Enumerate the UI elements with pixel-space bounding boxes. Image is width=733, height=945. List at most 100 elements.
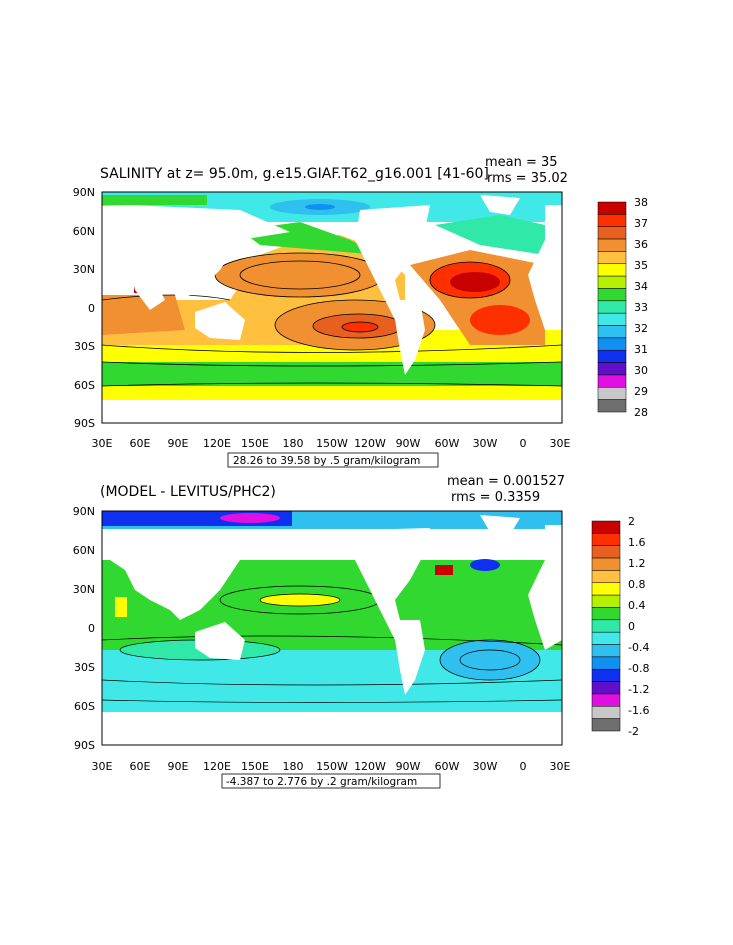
svg-text:150W: 150W — [316, 760, 348, 773]
svg-text:0: 0 — [88, 622, 95, 635]
svg-text:60S: 60S — [74, 379, 95, 392]
x-axis-labels-1: 30E 60E 90E 120E 150E 180 150W 120W 90W … — [92, 437, 571, 450]
svg-text:90N: 90N — [73, 186, 95, 199]
colorbar-label: 1.2 — [628, 557, 646, 570]
mean-text-2: mean = 0.001527 — [447, 474, 565, 489]
svg-text:90W: 90W — [396, 760, 421, 773]
colorbar-swatch — [597, 362, 627, 376]
difference-panel: (MODEL - LEVITUS/PHC2) mean = 0.001527 r… — [73, 474, 649, 789]
colorbar-swatch — [591, 520, 621, 534]
colorbar-swatch — [591, 545, 621, 559]
colorbar-label: 1.6 — [628, 536, 646, 549]
colorbar-swatch — [591, 619, 621, 633]
svg-text:30E: 30E — [92, 760, 113, 773]
rms-text-2: rms = 0.3359 — [451, 490, 540, 505]
salinity-map — [102, 192, 562, 423]
svg-text:150E: 150E — [241, 760, 269, 773]
colorbar-swatch — [597, 238, 627, 252]
svg-text:0: 0 — [88, 302, 95, 315]
colorbar-label: 34 — [634, 280, 648, 293]
colorbar-label: 35 — [634, 259, 648, 272]
colorbar-swatch — [597, 387, 627, 400]
svg-text:90N: 90N — [73, 505, 95, 518]
colorbar-swatch — [591, 582, 621, 596]
colorbar-label: -0.4 — [628, 641, 649, 654]
colorbar-label: -0.8 — [628, 662, 649, 675]
colorbar-swatch — [591, 718, 621, 732]
colorbar-label: -1.6 — [628, 704, 649, 717]
colorbar-label: 33 — [634, 301, 648, 314]
svg-text:120E: 120E — [203, 760, 231, 773]
svg-text:30E: 30E — [550, 760, 571, 773]
rms-text: rms = 35.02 — [487, 171, 568, 186]
svg-text:30W: 30W — [473, 437, 498, 450]
indian-ocean — [102, 295, 185, 335]
svg-text:30N: 30N — [73, 263, 95, 276]
contour-lines-2 — [102, 585, 562, 703]
colorbar-swatch — [597, 399, 627, 413]
difference-map — [102, 511, 562, 745]
svg-text:60W: 60W — [435, 760, 460, 773]
svg-text:90S: 90S — [74, 739, 95, 752]
colorbar-swatch — [591, 706, 621, 719]
svg-text:120W: 120W — [354, 760, 386, 773]
colorbar-swatch — [591, 693, 621, 707]
svg-text:60E: 60E — [130, 760, 151, 773]
colorbar-swatch — [591, 594, 621, 608]
colorbar-swatch — [597, 263, 627, 277]
colorbar-swatch — [591, 607, 621, 621]
svg-text:30E: 30E — [550, 437, 571, 450]
svg-text:30S: 30S — [74, 340, 95, 353]
australia — [195, 302, 245, 340]
africa-europe — [528, 205, 562, 330]
svg-text:180: 180 — [283, 437, 304, 450]
colorbar-label: 28 — [634, 406, 648, 419]
antarctica — [102, 400, 562, 423]
colorbar-label: 0.4 — [628, 599, 646, 612]
colorbar-swatch — [591, 631, 621, 645]
svg-text:90S: 90S — [74, 417, 95, 430]
colorbar-swatch — [597, 374, 627, 388]
colorbar-swatch — [597, 349, 627, 363]
colorbar-swatch — [591, 656, 621, 670]
svg-text:120E: 120E — [203, 437, 231, 450]
x-axis-labels-2: 30E 60E 90E 120E 150E 180 150W 120W 90W … — [92, 760, 571, 773]
north-pacific-high — [215, 253, 385, 297]
svg-text:60S: 60S — [74, 700, 95, 713]
colorbar-label: -2 — [628, 725, 639, 738]
svg-text:90E: 90E — [168, 437, 189, 450]
svg-text:0: 0 — [520, 760, 527, 773]
svg-text:60E: 60E — [130, 437, 151, 450]
colorbar-swatch — [597, 300, 627, 314]
colorbar-label: 0 — [628, 620, 635, 633]
colorbar-swatch — [591, 681, 621, 695]
colorbar-difference: 2 1.6 1.2 0.8 0.4 0 -0.4 -0.8 -1.2 -1.6 -2 — [591, 515, 649, 738]
colorbar-swatch — [591, 557, 621, 571]
svg-text:30W: 30W — [473, 760, 498, 773]
colorbar-label: 32 — [634, 322, 648, 335]
colorbar-salinity: 38 37 36 35 34 33 32 31 30 29 28 — [597, 196, 648, 419]
americas — [355, 205, 430, 375]
colorbar-swatch — [597, 275, 627, 289]
greenland — [480, 195, 520, 215]
landmasses-2 — [102, 515, 562, 745]
colorbar-label: 2 — [628, 515, 635, 528]
colorbar-swatch — [591, 533, 621, 546]
colorbar-label: 36 — [634, 238, 648, 251]
colorbar-label: 30 — [634, 364, 648, 377]
colorbar-label: -1.2 — [628, 683, 649, 696]
y-axis-labels-2: 90N 60N 30N 0 30S 60S 90S — [73, 505, 95, 752]
panel-title-2: (MODEL - LEVITUS/PHC2) — [100, 484, 276, 500]
colorbar-swatch — [597, 226, 627, 240]
colorbar-label: 0.8 — [628, 578, 646, 591]
svg-text:30N: 30N — [73, 583, 95, 596]
svg-text:30S: 30S — [74, 661, 95, 674]
svg-text:90E: 90E — [168, 760, 189, 773]
salinity-panel: SALINITY at z= 95.0m, g.e15.GIAF.T62_g16… — [73, 155, 648, 468]
colorbar-label: 38 — [634, 196, 648, 209]
colorbar-swatch — [597, 251, 627, 265]
colorbar-swatch — [591, 570, 621, 584]
landmasses — [102, 195, 562, 423]
range-text-2: -4.387 to 2.776 by .2 gram/kilogram — [226, 776, 417, 788]
svg-text:120W: 120W — [354, 437, 386, 450]
